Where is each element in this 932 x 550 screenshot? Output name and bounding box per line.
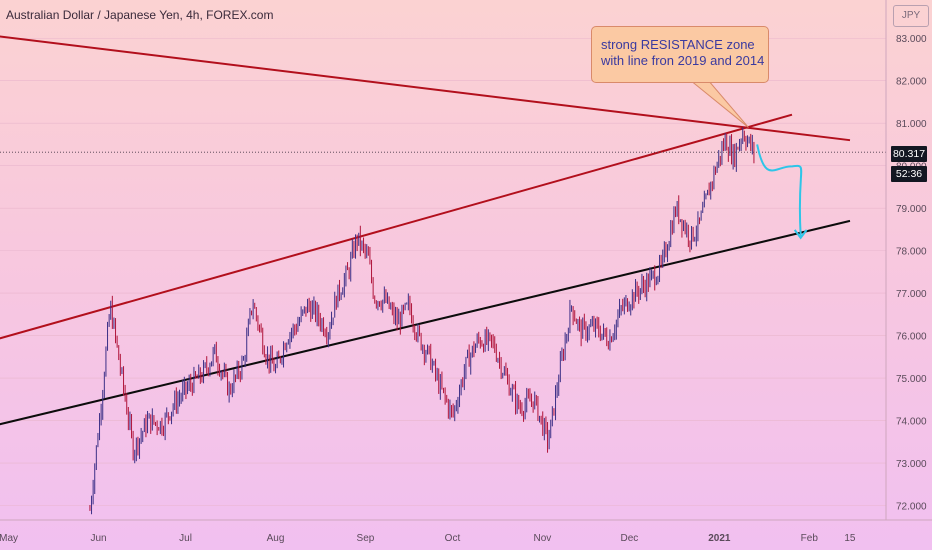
x-tick-label: 2021 xyxy=(708,533,731,544)
last-price-tag: 80.317 xyxy=(891,146,927,162)
y-tick-label: 73.000 xyxy=(896,459,927,470)
symbol-title: Australian Dollar / Japanese Yen, 4h, FO… xyxy=(6,8,274,22)
y-tick-label: 82.000 xyxy=(896,77,927,88)
y-tick-label: 75.000 xyxy=(896,374,927,385)
x-tick-label: Jul xyxy=(179,533,192,544)
y-tick-label: 83.000 xyxy=(896,34,927,45)
x-tick-label: Oct xyxy=(445,533,461,544)
x-tick-label: Nov xyxy=(533,533,551,544)
trendline-resistance-rising xyxy=(0,113,793,340)
currency-button[interactable]: JPY xyxy=(893,5,929,27)
x-tick-label: Dec xyxy=(621,533,639,544)
annotation-text: strong RESISTANCE zone with line fron 20… xyxy=(601,37,765,68)
x-tick-label: 15 xyxy=(844,533,856,544)
candle-series xyxy=(89,127,755,515)
projection-arrow xyxy=(756,144,803,236)
y-tick-label: 79.000 xyxy=(896,204,927,215)
price-axis[interactable]: 72.000 73.000 74.000 75.000 76.000 77.000 78.0… xyxy=(885,0,927,520)
time-axis[interactable]: May Jun Jul Aug Sep Oct Nov Dec 2021 Feb 15 xyxy=(0,519,932,544)
y-tick-label: 76.000 xyxy=(896,332,927,343)
y-tick-label: 77.000 xyxy=(896,289,927,300)
x-tick-label: Aug xyxy=(267,533,285,544)
x-tick-label: Feb xyxy=(801,533,819,544)
arrowhead-icon xyxy=(793,229,808,240)
y-tick-label: 81.000 xyxy=(896,119,927,130)
x-tick-label: Jun xyxy=(90,533,106,544)
x-tick-label: May xyxy=(0,533,18,544)
x-tick-label: Sep xyxy=(357,533,375,544)
annotation-callout[interactable]: strong RESISTANCE zone with line fron 20… xyxy=(591,26,769,83)
y-tick-label: 72.000 xyxy=(896,502,927,513)
trendline-support xyxy=(0,219,851,426)
trendlines xyxy=(0,35,851,426)
callout-pointer xyxy=(688,79,749,128)
trendline-resistance-upper xyxy=(0,35,851,142)
y-tick-label: 74.000 xyxy=(896,417,927,428)
countdown-tag: 52:36 xyxy=(891,166,927,182)
y-tick-label: 78.000 xyxy=(896,247,927,258)
